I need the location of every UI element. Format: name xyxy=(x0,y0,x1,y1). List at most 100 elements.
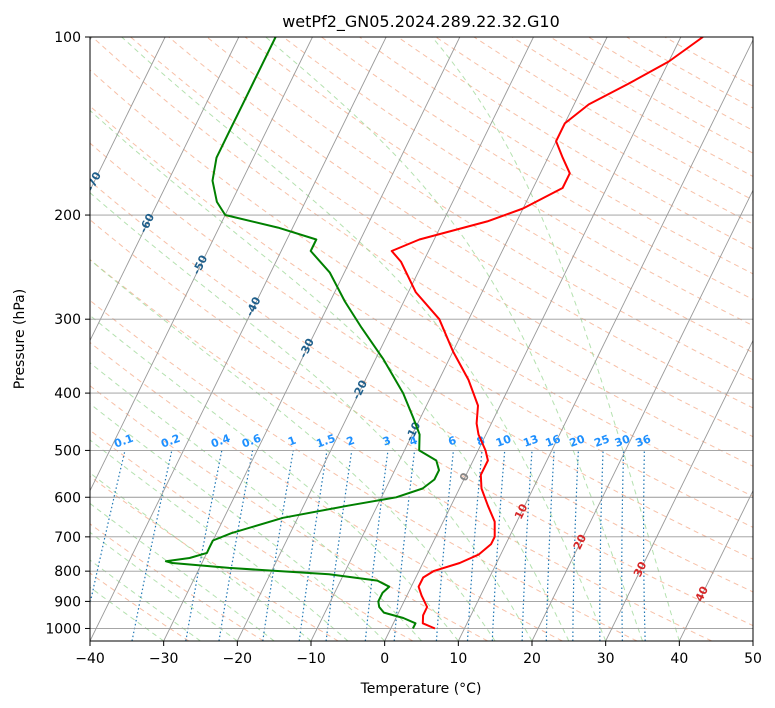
moist-adiabat xyxy=(90,362,422,641)
dry-adiabat xyxy=(550,37,753,154)
x-tick-label: 50 xyxy=(744,651,762,667)
y-tick-label: 1000 xyxy=(45,621,81,637)
mixing-ratio-label: 0.2 xyxy=(159,432,182,451)
mixing-ratio-line xyxy=(599,450,604,641)
dry-adiabat xyxy=(397,37,753,250)
mixing-ratio-line xyxy=(435,450,454,641)
isotherm-line xyxy=(90,37,166,192)
dry-adiabat xyxy=(90,105,753,528)
mixing-ratio-label: 30 xyxy=(613,432,632,450)
moist-adiabat xyxy=(90,314,459,641)
dry-adiabat xyxy=(90,258,712,641)
x-tick-label: −20 xyxy=(223,651,253,667)
x-tick-label: −30 xyxy=(149,651,179,667)
temperature-profile xyxy=(390,37,704,630)
y-tick-label: 300 xyxy=(54,312,81,328)
y-tick-label: 600 xyxy=(54,490,81,506)
plot-frame xyxy=(89,36,754,642)
x-axis-label: Temperature (°C) xyxy=(360,681,482,697)
x-tick-label: 20 xyxy=(523,651,541,667)
moist-adiabat xyxy=(90,439,349,641)
dry-adiabat xyxy=(473,37,753,201)
moist-adiabat xyxy=(90,502,275,641)
y-axis-ticks: 100 200 300 400 500 600 700 800 900 1000 xyxy=(45,30,90,637)
isotherm-line xyxy=(752,639,753,641)
dry-adiabat xyxy=(90,69,753,497)
isotherm-label: 30 xyxy=(631,559,650,579)
dry-adiabat xyxy=(90,219,753,627)
mixing-ratio-label: 4 xyxy=(408,434,420,449)
y-tick-label: 700 xyxy=(54,530,81,546)
mixing-ratio-line xyxy=(131,450,173,641)
isotherm-label: -20 xyxy=(350,378,371,402)
dry-adiabat xyxy=(90,475,339,641)
dry-adiabat xyxy=(168,37,753,409)
mixing-ratio-label: 25 xyxy=(592,432,611,449)
dry-adiabat xyxy=(90,142,753,560)
y-tick-label: 200 xyxy=(54,208,81,224)
isotherm-label: 10 xyxy=(512,502,531,522)
mixing-ratio-label: 6 xyxy=(446,434,458,449)
dry-adiabat xyxy=(90,429,414,641)
mixing-ratio-label: 2 xyxy=(345,434,357,449)
dry-adiabat xyxy=(359,37,753,275)
mixing-ratio-label: 10 xyxy=(494,432,513,450)
moist-adiabat xyxy=(90,472,312,641)
dry-adiabat xyxy=(282,37,753,327)
moist-adiabat xyxy=(90,403,386,641)
isotherm-label: -50 xyxy=(190,253,211,277)
isotherm-line xyxy=(457,38,753,641)
dry-adiabat xyxy=(244,37,753,354)
mixing-ratio-line xyxy=(643,450,646,641)
dry-adiabat xyxy=(130,37,753,438)
mixing-ratio-line xyxy=(621,450,625,641)
dry-adiabat xyxy=(664,37,753,87)
dry-adiabat xyxy=(206,37,753,381)
isotherm-label: -80 xyxy=(30,128,51,152)
mixing-ratio-label: 0.4 xyxy=(209,432,232,451)
isotherm-line xyxy=(90,37,313,492)
mixing-ratio-label: 3 xyxy=(381,434,393,449)
y-tick-label: 900 xyxy=(54,594,81,610)
moist-adiabat xyxy=(431,37,680,641)
y-axis-label: Pressure (hPa) xyxy=(12,289,28,389)
mixing-ratio-line xyxy=(325,450,353,641)
mixing-ratio-label: 0.1 xyxy=(112,432,135,451)
isotherm-label: 40 xyxy=(693,584,712,604)
isotherm-line xyxy=(236,37,534,641)
mixing-ratio-line xyxy=(393,450,416,641)
background-lines xyxy=(90,37,753,641)
mixing-ratio-line xyxy=(90,450,126,607)
moist-adiabat xyxy=(90,109,570,641)
isotherm-line xyxy=(384,37,682,641)
mixing-ratio-label: 16 xyxy=(544,432,563,450)
isotherm-label: -40 xyxy=(243,294,264,318)
isotherm-line xyxy=(90,37,387,641)
x-tick-label: 30 xyxy=(597,651,615,667)
mixing-ratio-line xyxy=(545,450,555,641)
mixing-ratio-label: 20 xyxy=(568,432,587,450)
mixing-ratio-label: 1.5 xyxy=(314,432,337,451)
mixing-ratio-line xyxy=(364,450,389,641)
isotherm-label: 0 xyxy=(457,470,472,483)
moist-adiabat xyxy=(121,37,607,641)
moist-adiabat xyxy=(90,531,238,641)
dry-adiabat xyxy=(588,37,753,132)
moist-adiabat xyxy=(90,259,496,641)
isotherm-label: -30 xyxy=(296,336,317,360)
dry-adiabat xyxy=(321,37,753,301)
isotherm-line xyxy=(678,489,753,641)
dry-adiabat xyxy=(90,180,753,593)
mixing-ratio-line xyxy=(298,450,328,641)
isotherm-line xyxy=(90,37,240,342)
dry-adiabat xyxy=(90,299,638,641)
x-tick-label: 40 xyxy=(670,651,688,667)
dry-adiabat xyxy=(90,385,488,641)
dry-adiabat xyxy=(90,523,264,641)
dry-adiabat xyxy=(90,572,190,641)
mixing-ratio-label: 13 xyxy=(521,432,540,449)
y-tick-label: 100 xyxy=(54,30,81,46)
mixing-ratio-line xyxy=(185,450,223,641)
y-tick-label: 400 xyxy=(54,386,81,402)
